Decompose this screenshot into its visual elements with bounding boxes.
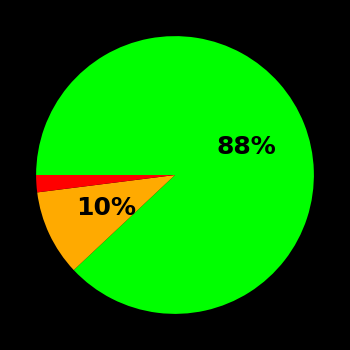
Wedge shape (36, 36, 314, 314)
Text: 88%: 88% (216, 135, 276, 159)
Text: 10%: 10% (76, 196, 136, 219)
Wedge shape (37, 175, 175, 270)
Wedge shape (36, 175, 175, 192)
